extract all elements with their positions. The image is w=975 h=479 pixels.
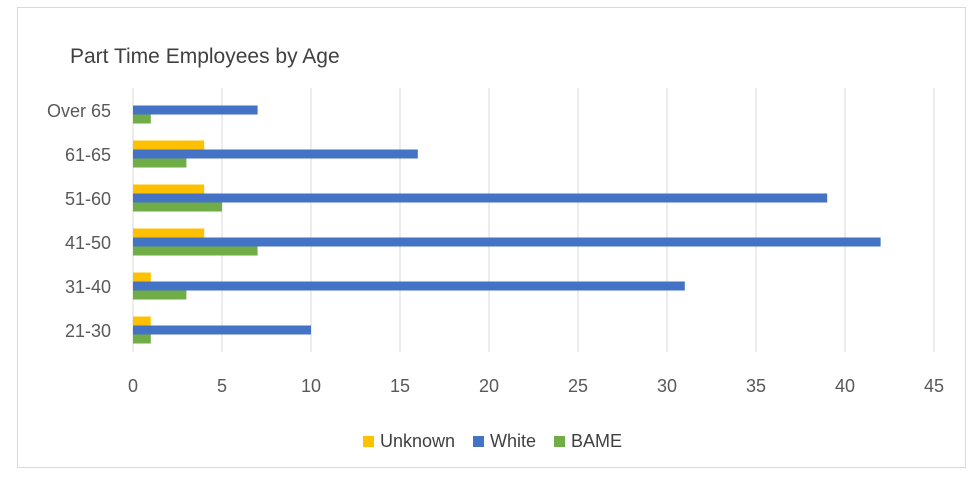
x-tick-label: 20 <box>479 376 499 396</box>
x-tick-label: 15 <box>390 376 410 396</box>
bar-bame-21-30 <box>133 334 151 344</box>
legend-label: Unknown <box>379 431 455 451</box>
bar-white-41-50 <box>133 237 881 247</box>
bar-bame-51-60 <box>133 202 222 212</box>
bar-unknown-51-60 <box>133 184 205 194</box>
bar-white-61-65 <box>133 149 418 159</box>
bar-white-31-40 <box>133 281 685 291</box>
x-tick-label: 40 <box>835 376 855 396</box>
y-tick-label: Over 65 <box>47 101 111 121</box>
legend-swatch <box>362 436 374 447</box>
chart-frame: Part Time Employees by Age 0 5 10 15 20 25 30 3… <box>17 7 966 468</box>
legend-item-white: White <box>473 431 536 452</box>
y-tick-label: 31-40 <box>65 277 111 297</box>
legend-label: BAME <box>571 431 623 451</box>
bar-white-51-60 <box>133 193 828 203</box>
x-tick-label: 45 <box>924 376 944 396</box>
bar-unknown-21-30 <box>133 316 151 326</box>
bar-unknown-61-65 <box>133 140 205 150</box>
x-tick-label: 10 <box>301 376 321 396</box>
chart-legend: Unknown White BAME <box>18 431 967 452</box>
y-tick-label: 41-50 <box>65 233 111 253</box>
chart-title: Part Time Employees by Age <box>70 45 340 68</box>
bar-white-over-65 <box>133 105 258 115</box>
legend-swatch <box>473 436 484 447</box>
y-tick-label: 61-65 <box>65 145 111 165</box>
bar-bame-31-40 <box>133 290 187 300</box>
bar-white-21-30 <box>133 325 311 335</box>
x-tick-label: 35 <box>746 376 766 396</box>
x-tick-label: 0 <box>128 376 138 396</box>
bar-bame-over-65 <box>133 114 151 124</box>
y-tick-label: 21-30 <box>65 321 111 341</box>
y-tick-label: 51-60 <box>65 189 111 209</box>
x-tick-label: 25 <box>568 376 588 396</box>
bar-bame-41-50 <box>133 246 258 256</box>
bar-bame-61-65 <box>133 158 187 168</box>
legend-item-bame: BAME <box>554 431 622 452</box>
bar-unknown-41-50 <box>133 228 205 238</box>
bar-chart: 0 5 10 15 20 25 30 35 40 45 21-30 31-40 41-50 51-60 61… <box>47 88 944 396</box>
legend-item-unknown: Unknown <box>362 431 455 452</box>
x-tick-label: 5 <box>217 376 227 396</box>
legend-swatch <box>554 436 566 447</box>
bar-unknown-31-40 <box>133 272 151 282</box>
x-tick-label: 30 <box>657 376 677 396</box>
legend-label: White <box>490 431 537 451</box>
